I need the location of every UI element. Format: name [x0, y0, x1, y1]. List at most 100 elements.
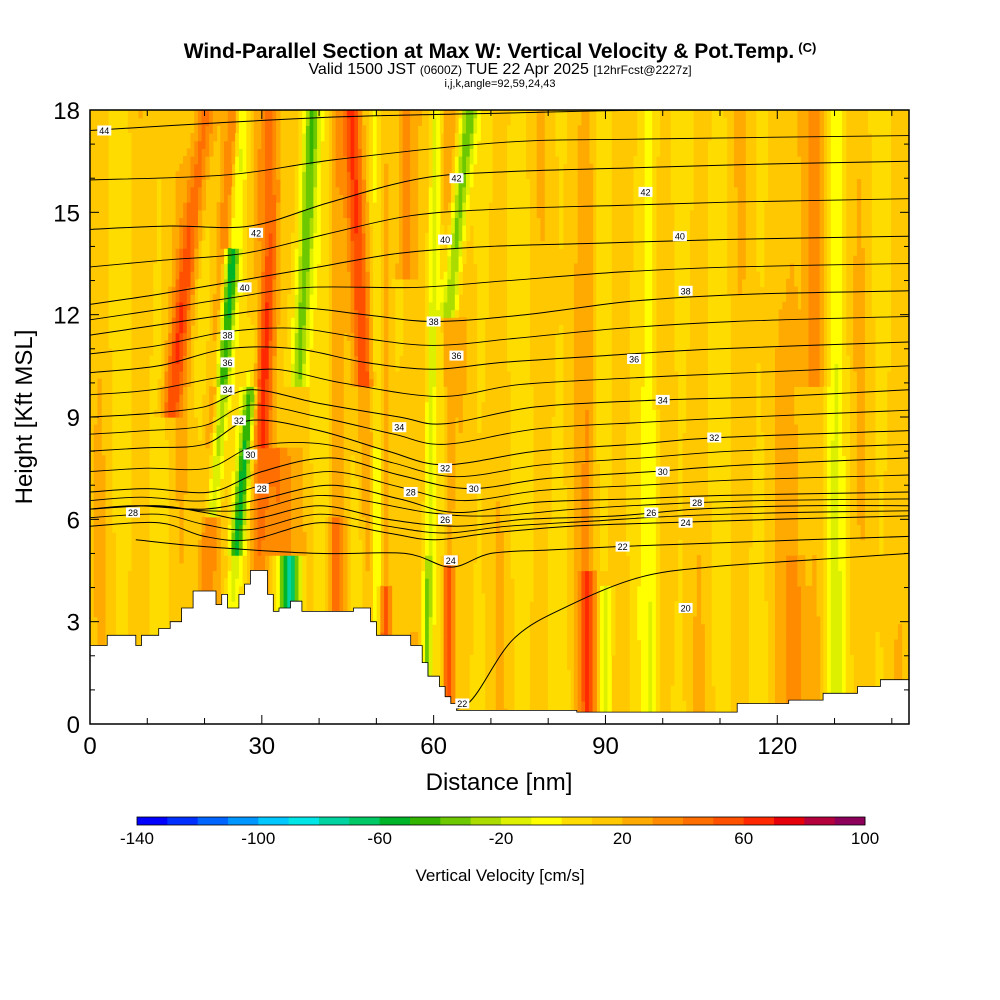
velocity-cell — [235, 278, 240, 288]
velocity-cell — [436, 117, 441, 126]
velocity-cell — [123, 156, 128, 165]
velocity-cell — [384, 570, 389, 579]
velocity-cell — [402, 186, 408, 196]
velocity-cell — [298, 255, 303, 265]
velocity-cell — [157, 532, 162, 541]
velocity-cell — [257, 393, 262, 403]
velocity-cell — [291, 547, 296, 556]
velocity-cell — [335, 278, 341, 288]
velocity-cell — [413, 125, 419, 134]
velocity-cell — [432, 639, 437, 648]
velocity-cell — [354, 585, 359, 595]
velocity-cell — [421, 570, 426, 579]
velocity-cell — [108, 117, 113, 126]
velocity-cell — [171, 278, 177, 288]
velocity-cell — [384, 501, 389, 510]
velocity-cell — [112, 179, 117, 188]
velocity-cell — [369, 148, 374, 157]
velocity-cell — [398, 209, 404, 219]
velocity-cell — [101, 593, 106, 602]
velocity-cell — [384, 271, 389, 280]
velocity-cell — [250, 386, 255, 395]
velocity-cell — [384, 616, 389, 625]
velocity-cell — [224, 440, 229, 449]
velocity-cell — [372, 217, 378, 226]
velocity-cell — [183, 355, 188, 364]
velocity-cell — [231, 578, 236, 587]
velocity-cell — [231, 225, 236, 234]
velocity-cell — [261, 463, 266, 472]
velocity-cell — [343, 186, 348, 196]
velocity-cell — [201, 562, 206, 572]
velocity-cell — [168, 324, 173, 334]
velocity-cell — [257, 501, 262, 510]
velocity-cell — [194, 217, 199, 226]
velocity-cell — [276, 148, 281, 157]
velocity-cell — [272, 463, 277, 472]
velocity-cell — [183, 447, 188, 456]
velocity-cell — [268, 401, 274, 410]
velocity-cell — [186, 186, 192, 196]
velocity-cell — [358, 294, 363, 303]
velocity-cell — [197, 179, 203, 188]
velocity-cell — [439, 486, 445, 495]
velocity-cell — [384, 378, 389, 387]
velocity-cell — [157, 232, 162, 242]
velocity-cell — [261, 217, 266, 226]
velocity-cell — [197, 409, 203, 418]
velocity-cell — [168, 401, 173, 410]
velocity-cell — [298, 447, 303, 456]
velocity-cell — [153, 417, 158, 426]
velocity-cell — [387, 608, 393, 618]
velocity-cell — [346, 110, 352, 119]
velocity-cell — [354, 555, 359, 564]
velocity-cell — [365, 240, 370, 249]
velocity-cell — [227, 309, 233, 318]
velocity-cell — [451, 570, 456, 579]
velocity-cell — [443, 378, 448, 387]
velocity-cell — [358, 232, 363, 242]
velocity-cell — [320, 186, 326, 196]
velocity-cell — [331, 524, 337, 533]
velocity-cell — [272, 125, 277, 134]
velocity-cell — [406, 209, 411, 219]
velocity-cell — [231, 393, 236, 403]
velocity-cell — [168, 370, 173, 380]
velocity-cell — [253, 202, 259, 211]
velocity-cell — [410, 179, 415, 188]
velocity-cell — [164, 455, 169, 464]
velocity-cell — [317, 133, 322, 142]
velocity-cell — [294, 455, 300, 464]
velocity-cell — [168, 332, 173, 341]
velocity-cell — [186, 263, 192, 272]
velocity-cell — [294, 271, 300, 280]
velocity-cell — [372, 608, 378, 618]
velocity-cell — [279, 539, 285, 549]
velocity-cell — [246, 363, 251, 372]
velocity-cell — [369, 110, 374, 119]
velocity-cell — [372, 202, 378, 211]
velocity-cell — [294, 370, 300, 380]
velocity-cell — [331, 370, 337, 380]
velocity-cell — [112, 401, 117, 410]
velocity-cell — [369, 140, 374, 149]
velocity-cell — [447, 117, 452, 126]
velocity-cell — [343, 555, 348, 564]
velocity-cell — [160, 409, 166, 418]
velocity-cell — [123, 240, 128, 249]
velocity-cell — [305, 309, 311, 318]
velocity-cell — [436, 532, 441, 541]
velocity-cell — [116, 179, 121, 188]
velocity-cell — [320, 347, 326, 357]
velocity-cell — [116, 171, 121, 180]
velocity-cell — [123, 386, 128, 395]
velocity-cell — [261, 440, 266, 449]
velocity-cell — [320, 301, 326, 311]
velocity-cell — [339, 593, 344, 602]
velocity-cell — [224, 194, 229, 203]
velocity-cell — [317, 363, 322, 372]
velocity-cell — [175, 355, 180, 364]
velocity-cell — [350, 179, 355, 188]
velocity-cell — [235, 386, 240, 395]
velocity-cell — [242, 263, 247, 272]
